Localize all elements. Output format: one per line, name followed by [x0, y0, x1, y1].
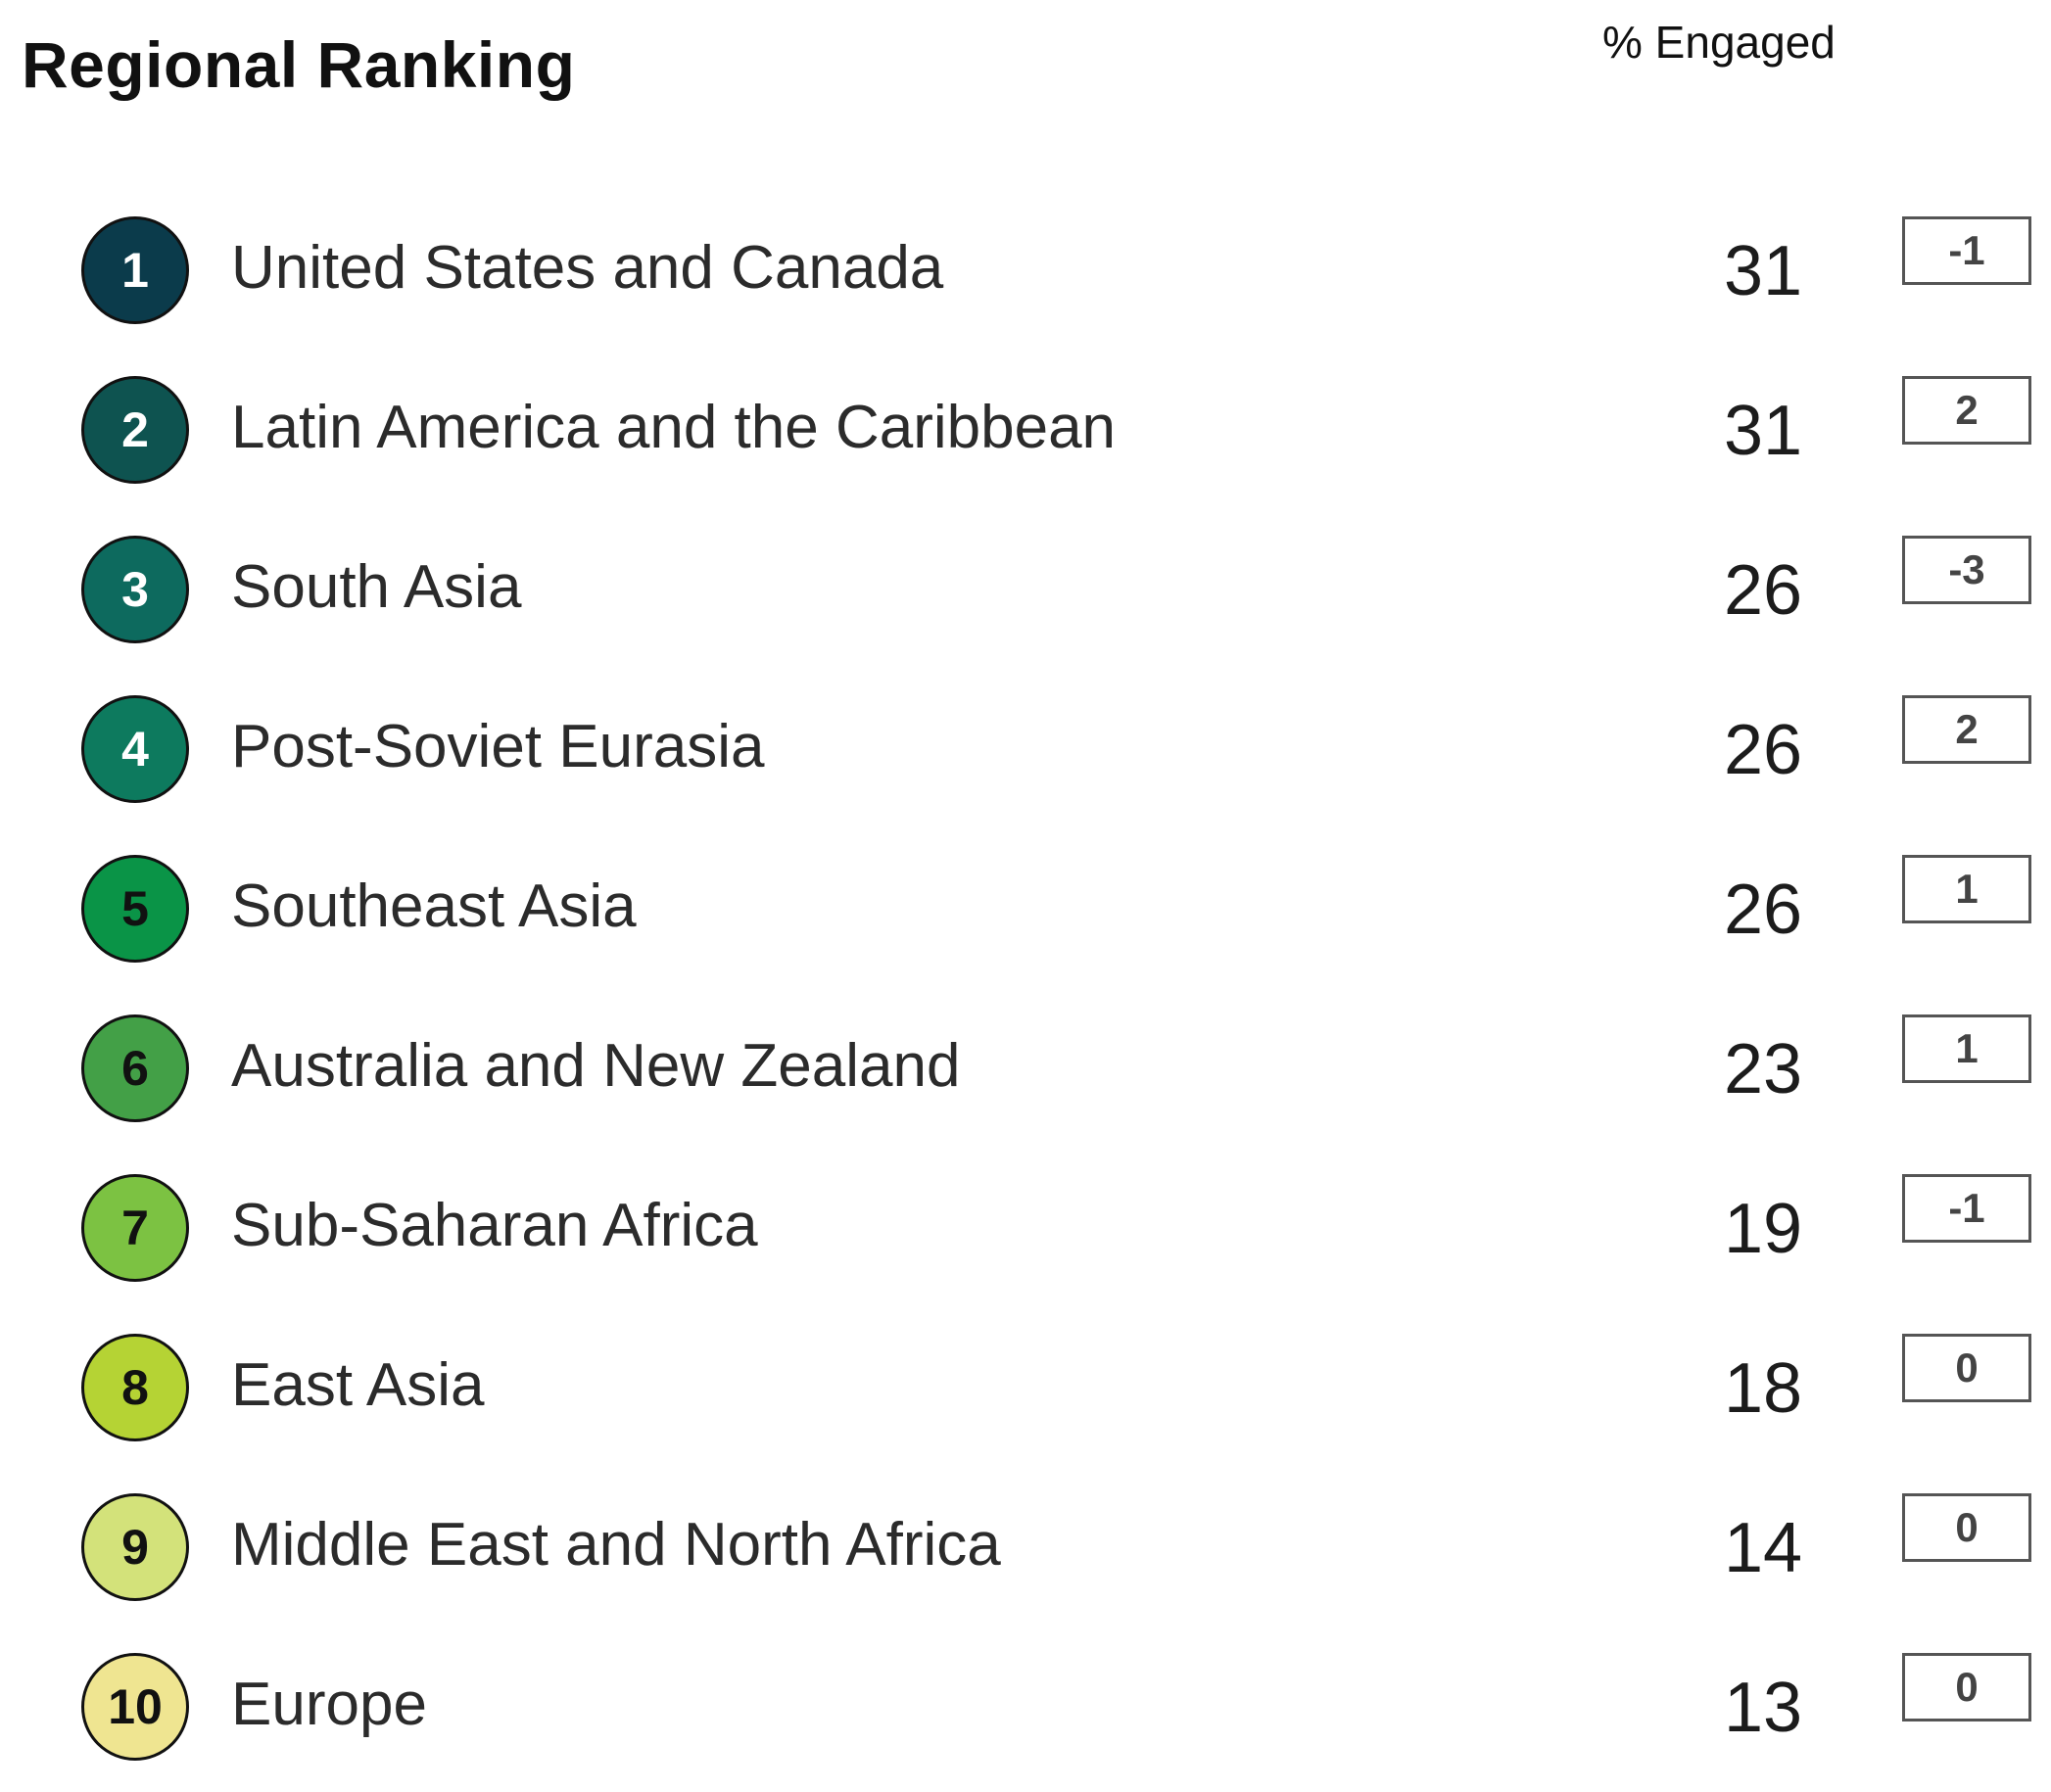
ranking-row: 10 Europe 13 0 [0, 1632, 2051, 1792]
rank-badge: 6 [81, 1014, 189, 1122]
region-name: Middle East and North Africa [231, 1511, 1001, 1579]
region-name: South Asia [231, 553, 522, 621]
rank-change-box: 2 [1902, 376, 2031, 445]
engaged-value: 26 [1723, 711, 1803, 789]
rank-badge: 4 [81, 695, 189, 803]
rank-change-box: 1 [1902, 855, 2031, 923]
rank-change-box: 2 [1902, 695, 2031, 764]
rank-change-box: -1 [1902, 216, 2031, 285]
ranking-row: 4 Post-Soviet Eurasia 26 2 [0, 675, 2051, 834]
engaged-value: 26 [1723, 871, 1803, 949]
region-name: Post-Soviet Eurasia [231, 713, 765, 780]
rank-change-box: -1 [1902, 1174, 2031, 1243]
rank-badge: 9 [81, 1493, 189, 1601]
region-name: East Asia [231, 1351, 485, 1419]
rank-badge: 7 [81, 1174, 189, 1282]
engaged-value: 19 [1723, 1190, 1803, 1268]
rank-change-box: 0 [1902, 1493, 2031, 1562]
rank-badge: 8 [81, 1334, 189, 1441]
ranking-row: 1 United States and Canada 31 -1 [0, 196, 2051, 355]
engaged-value: 13 [1723, 1669, 1803, 1747]
rank-change-box: 0 [1902, 1334, 2031, 1402]
engaged-value: 31 [1723, 392, 1803, 470]
region-name: Europe [231, 1671, 427, 1738]
rank-badge: 2 [81, 376, 189, 484]
ranking-row: 7 Sub-Saharan Africa 19 -1 [0, 1154, 2051, 1313]
engaged-value: 31 [1723, 232, 1803, 310]
rank-badge: 10 [81, 1653, 189, 1761]
region-name: Australia and New Zealand [231, 1032, 961, 1100]
ranking-row: 6 Australia and New Zealand 23 1 [0, 994, 2051, 1154]
ranking-row: 2 Latin America and the Caribbean 31 2 [0, 355, 2051, 515]
ranking-row: 5 Southeast Asia 26 1 [0, 834, 2051, 994]
engaged-value: 14 [1723, 1509, 1803, 1587]
rank-change-box: 1 [1902, 1014, 2031, 1083]
rank-badge: 5 [81, 855, 189, 963]
ranking-row: 9 Middle East and North Africa 14 0 [0, 1473, 2051, 1632]
rank-change-box: 0 [1902, 1653, 2031, 1721]
region-name: Southeast Asia [231, 872, 637, 940]
rank-badge: 1 [81, 216, 189, 324]
engaged-column-header: % Engaged [1602, 17, 1836, 68]
engaged-value: 18 [1723, 1349, 1803, 1428]
ranking-row: 8 East Asia 18 0 [0, 1313, 2051, 1473]
engaged-value: 26 [1723, 551, 1803, 630]
engaged-value: 23 [1723, 1030, 1803, 1108]
ranking-row: 3 South Asia 26 -3 [0, 515, 2051, 675]
page-title: Regional Ranking [22, 28, 576, 101]
region-name: Sub-Saharan Africa [231, 1192, 758, 1259]
region-name: Latin America and the Caribbean [231, 394, 1117, 461]
rank-change-box: -3 [1902, 536, 2031, 604]
rank-badge: 3 [81, 536, 189, 643]
region-name: United States and Canada [231, 234, 944, 302]
